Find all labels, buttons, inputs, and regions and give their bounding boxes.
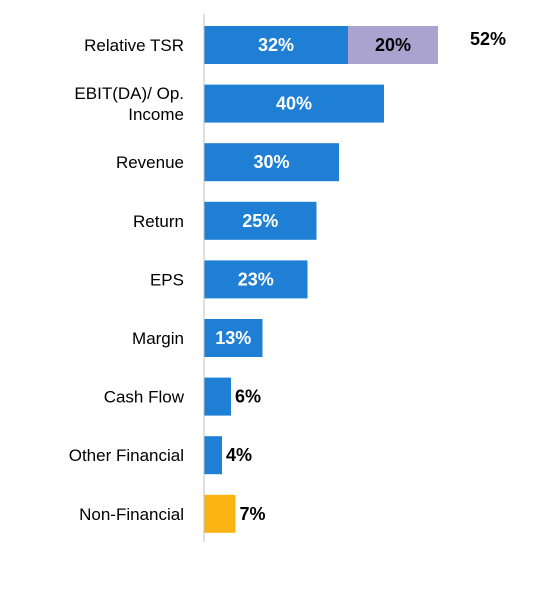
bar-value-label: 32%	[258, 35, 294, 55]
bar-segment	[348, 26, 438, 64]
category-label-line: Relative TSR	[84, 36, 184, 55]
category-label-line: EBIT(DA)/ Op.	[74, 84, 184, 103]
category-label-line: Other Financial	[69, 446, 184, 465]
category-label: Relative TSR	[84, 36, 184, 55]
bar-value-label: 7%	[240, 504, 266, 524]
bar-segment	[204, 494, 236, 533]
bar-segment	[204, 84, 384, 123]
category-label-line: Return	[133, 212, 184, 231]
category-label: Cash Flow	[104, 388, 185, 407]
category-label-line: Non-Financial	[79, 505, 184, 524]
bar-segment	[204, 377, 231, 416]
bar-value-label: 20%	[375, 35, 411, 55]
bar-value-label: 4%	[226, 445, 252, 465]
category-label-line: Cash Flow	[104, 388, 185, 407]
bars	[204, 26, 438, 533]
category-label-line: Revenue	[116, 153, 184, 172]
category-label: Margin	[132, 329, 184, 348]
category-label-line: EPS	[150, 270, 184, 289]
bar-value-label: 40%	[276, 94, 312, 114]
bar-segment	[204, 143, 339, 182]
category-label: EPS	[150, 270, 184, 289]
bar-segment	[204, 26, 348, 64]
category-label: Return	[133, 212, 184, 231]
category-label: EBIT(DA)/ Op. Income	[74, 84, 184, 124]
category-label: Revenue	[116, 153, 184, 172]
bar-segment	[204, 436, 222, 475]
category-label-line: Income	[128, 105, 184, 124]
category-labels: Relative TSR EBIT(DA)/ Op. Income Revenue Re…	[69, 36, 185, 524]
value-labels: 32% 20% 40% 30% 25% 23% 13% 6% 4% 7% 52%	[215, 29, 506, 524]
bar-segment	[204, 201, 317, 240]
total-label: 52%	[470, 29, 506, 49]
category-label-line: Margin	[132, 329, 184, 348]
bar-value-label: 13%	[215, 328, 251, 348]
bar-value-label: 23%	[238, 269, 274, 289]
bar-value-label: 6%	[235, 387, 261, 407]
bar-segment	[204, 319, 263, 357]
bar-segment	[204, 260, 308, 299]
bar-value-label: 25%	[242, 211, 278, 231]
bar-value-label: 30%	[253, 152, 289, 172]
category-label: Other Financial	[69, 446, 184, 465]
category-label: Non-Financial	[79, 505, 184, 524]
